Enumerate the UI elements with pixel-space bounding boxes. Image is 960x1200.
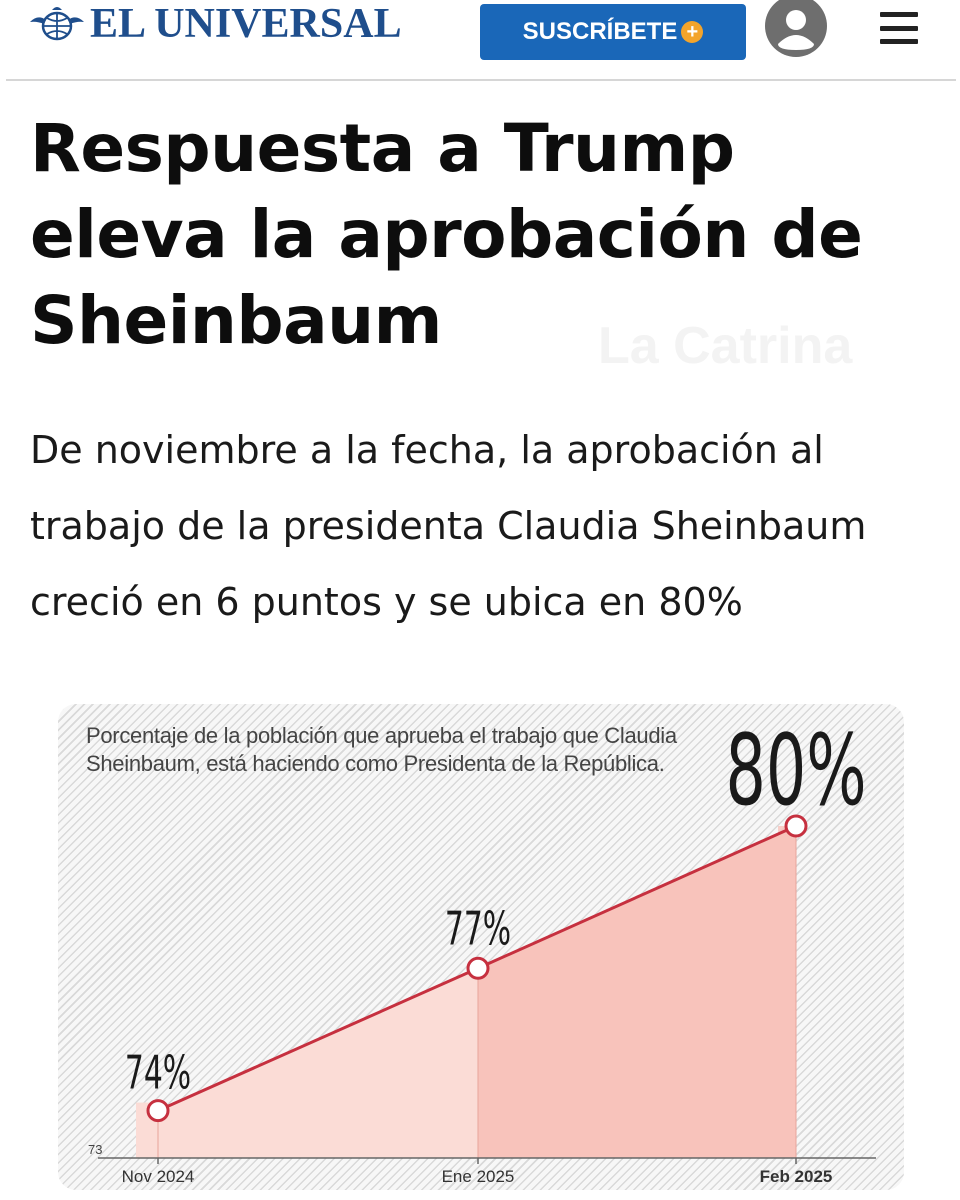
hamburger-menu-icon[interactable] xyxy=(880,12,918,44)
x-tick-label: Ene 2025 xyxy=(442,1167,515,1186)
brand-name: EL UNIVERSAL xyxy=(90,1,402,47)
area-segment-2 xyxy=(478,826,796,1158)
plus-icon: + xyxy=(681,21,704,43)
data-label: 77% xyxy=(445,903,511,956)
data-label: 74% xyxy=(125,1047,191,1100)
subscribe-label: SUSCRÍBETE xyxy=(522,18,678,45)
article-headline: Respuesta a Trump eleva la aprobación de… xyxy=(30,110,863,359)
header-divider xyxy=(6,79,956,81)
menu-bar xyxy=(880,12,918,17)
site-header: EL UNIVERSAL SUSCRÍBETE + xyxy=(0,0,960,80)
data-point xyxy=(784,814,808,838)
menu-bar xyxy=(880,39,918,44)
site-logo[interactable]: EL UNIVERSAL xyxy=(28,2,402,46)
data-label: 80% xyxy=(725,714,866,828)
globe-eagle-emblem-icon xyxy=(30,7,84,41)
user-avatar-icon[interactable] xyxy=(764,0,828,58)
chart-canvas: 74% 77% 80% Nov 2024 Ene 2025 Feb 2025 73 xyxy=(88,714,876,1186)
menu-bar xyxy=(880,25,918,31)
data-point xyxy=(146,1099,170,1123)
x-tick-label: Nov 2024 xyxy=(122,1167,195,1186)
area-segment-1 xyxy=(158,968,478,1158)
y-baseline-label: 73 xyxy=(88,1142,102,1157)
approval-chart: Porcentaje de la población que aprueba e… xyxy=(58,704,904,1190)
article-lede: De noviembre a la fecha, la aprobación a… xyxy=(30,428,867,624)
data-point xyxy=(466,956,490,980)
subscribe-button[interactable]: SUSCRÍBETE + xyxy=(480,4,746,60)
x-tick-label: Feb 2025 xyxy=(760,1167,833,1186)
area-tail xyxy=(778,826,796,1158)
watermark: La Catrina xyxy=(598,317,853,375)
chart-title: Porcentaje de la población que aprueba e… xyxy=(86,723,677,776)
